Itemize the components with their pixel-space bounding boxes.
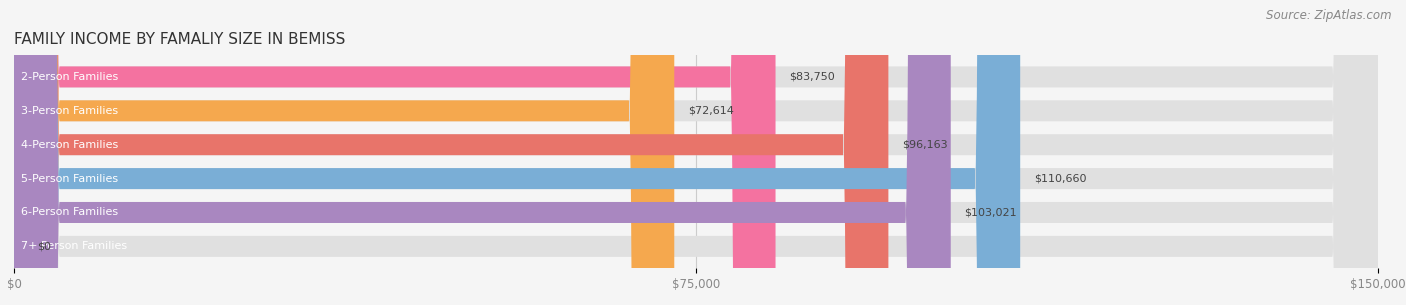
FancyBboxPatch shape [14, 0, 950, 305]
FancyBboxPatch shape [14, 0, 1378, 305]
Text: FAMILY INCOME BY FAMALIY SIZE IN BEMISS: FAMILY INCOME BY FAMALIY SIZE IN BEMISS [14, 32, 346, 47]
FancyBboxPatch shape [14, 0, 1378, 305]
FancyBboxPatch shape [14, 0, 1378, 305]
Text: 2-Person Families: 2-Person Families [21, 72, 118, 82]
FancyBboxPatch shape [14, 0, 1378, 305]
FancyBboxPatch shape [14, 0, 1021, 305]
Text: $103,021: $103,021 [965, 207, 1017, 217]
FancyBboxPatch shape [14, 0, 776, 305]
FancyBboxPatch shape [14, 0, 889, 305]
Text: Source: ZipAtlas.com: Source: ZipAtlas.com [1267, 9, 1392, 22]
FancyBboxPatch shape [14, 0, 1378, 305]
Text: $96,163: $96,163 [903, 140, 948, 150]
Text: 6-Person Families: 6-Person Families [21, 207, 118, 217]
FancyBboxPatch shape [14, 0, 1378, 305]
Text: $110,660: $110,660 [1033, 174, 1087, 184]
Text: 5-Person Families: 5-Person Families [21, 174, 118, 184]
FancyBboxPatch shape [14, 0, 675, 305]
Text: 3-Person Families: 3-Person Families [21, 106, 118, 116]
Text: $83,750: $83,750 [789, 72, 835, 82]
Text: $0: $0 [37, 241, 51, 251]
Text: $72,614: $72,614 [688, 106, 734, 116]
Text: 4-Person Families: 4-Person Families [21, 140, 118, 150]
Text: 7+ Person Families: 7+ Person Families [21, 241, 128, 251]
